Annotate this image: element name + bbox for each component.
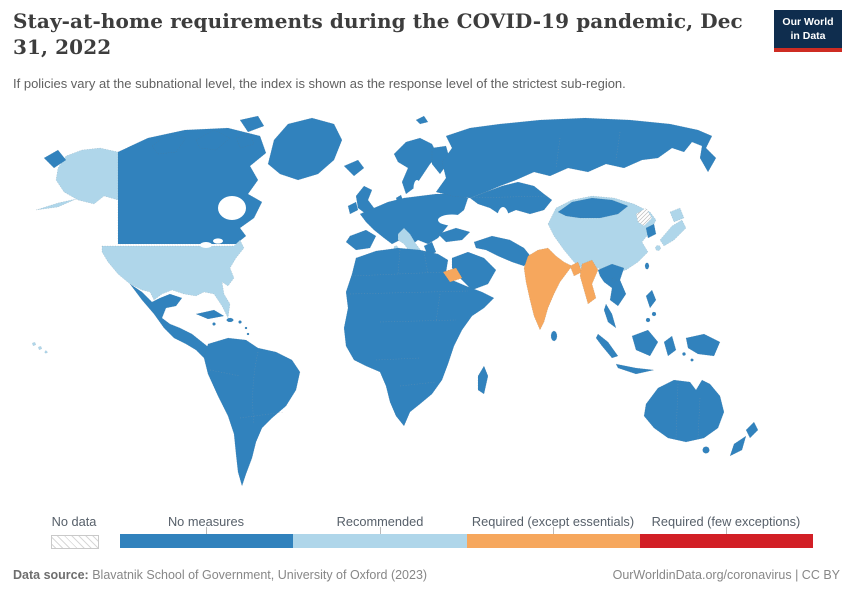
owid-logo-line1: Our World bbox=[782, 16, 834, 28]
legend-label-recommended: Recommended bbox=[336, 514, 424, 529]
page-title: Stay-at-home requirements during the COV… bbox=[13, 9, 743, 60]
country-new-guinea[interactable] bbox=[685, 333, 721, 357]
chart-subtitle: If policies vary at the subnational leve… bbox=[13, 76, 626, 91]
country-chukotka[interactable] bbox=[43, 149, 67, 169]
hudson-bay bbox=[218, 196, 246, 220]
country-africa[interactable] bbox=[343, 247, 495, 427]
country-ireland[interactable] bbox=[347, 201, 359, 215]
country-united-kingdom[interactable] bbox=[355, 185, 375, 215]
owid-logo-line2: in Data bbox=[790, 29, 826, 42]
country-caribbean[interactable] bbox=[195, 309, 250, 336]
country-hainan[interactable] bbox=[611, 277, 617, 283]
legend-label-required-except-essentials: Required (except essentials) bbox=[471, 514, 635, 529]
caspian-sea bbox=[497, 207, 509, 233]
country-north-korea[interactable] bbox=[635, 207, 653, 227]
owid-url-license[interactable]: OurWorldinData.org/coronavirus | CC BY bbox=[612, 568, 840, 582]
legend-tick bbox=[553, 527, 554, 534]
legend-tick bbox=[380, 527, 381, 534]
country-sri-lanka[interactable] bbox=[550, 330, 558, 342]
border-line bbox=[467, 131, 621, 199]
legend-tick bbox=[206, 527, 207, 534]
country-greenland[interactable] bbox=[267, 117, 343, 181]
world-map-svg bbox=[32, 115, 759, 487]
country-south-korea[interactable] bbox=[645, 223, 657, 239]
country-malay-peninsula[interactable] bbox=[603, 303, 617, 329]
country-myanmar[interactable] bbox=[579, 259, 599, 305]
country-madagascar[interactable] bbox=[477, 365, 489, 395]
legend-swatch-no-data[interactable] bbox=[51, 535, 99, 549]
legend-swatch-required-except-essentials[interactable] bbox=[466, 534, 640, 548]
country-russia[interactable] bbox=[435, 117, 717, 199]
legend-swatch-required-few-exceptions[interactable] bbox=[639, 534, 813, 548]
country-central-asia[interactable] bbox=[469, 181, 553, 217]
country-australia[interactable] bbox=[643, 379, 725, 443]
country-scandinavia[interactable] bbox=[393, 137, 439, 195]
legend-swatch-no-measures[interactable] bbox=[120, 534, 294, 548]
world-map bbox=[0, 108, 850, 506]
border-line bbox=[209, 351, 285, 425]
great-lakes bbox=[200, 242, 212, 248]
country-iceland[interactable] bbox=[343, 159, 365, 177]
data-source-text: Blavatnik School of Government, Universi… bbox=[88, 568, 428, 582]
country-alaska[interactable] bbox=[35, 147, 119, 211]
legend-label-required-few-exceptions: Required (few exceptions) bbox=[651, 514, 801, 529]
legend-swatch-recommended[interactable] bbox=[293, 534, 467, 548]
country-eritrea-overlay[interactable] bbox=[442, 267, 463, 283]
border-line bbox=[397, 249, 441, 323]
country-turkey[interactable] bbox=[437, 227, 471, 243]
country-canadian-arctic[interactable] bbox=[151, 115, 265, 155]
baltic-sea bbox=[413, 180, 421, 196]
country-southeast-asia[interactable] bbox=[597, 263, 627, 307]
country-india[interactable] bbox=[523, 247, 573, 331]
country-new-zealand[interactable] bbox=[729, 421, 759, 457]
country-south-america[interactable] bbox=[203, 337, 301, 487]
great-lakes bbox=[213, 238, 223, 244]
data-source: Data source: Blavatnik School of Governm… bbox=[13, 568, 427, 582]
country-mexico-central-america[interactable] bbox=[129, 283, 221, 363]
legend-label-no-measures: No measures bbox=[167, 514, 245, 529]
country-tasmania[interactable] bbox=[702, 446, 710, 454]
country-mongolia[interactable] bbox=[557, 197, 629, 219]
country-iran-afghanistan[interactable] bbox=[473, 235, 533, 267]
black-sea bbox=[438, 214, 466, 226]
country-taiwan[interactable] bbox=[644, 262, 650, 270]
border-line bbox=[375, 357, 437, 387]
legend-tick bbox=[726, 527, 727, 534]
country-philippines[interactable] bbox=[645, 289, 657, 323]
country-indonesia[interactable] bbox=[595, 329, 694, 375]
legend-color-bar bbox=[120, 534, 813, 548]
country-svalbard[interactable] bbox=[415, 115, 429, 125]
data-source-label: Data source: bbox=[13, 568, 89, 582]
country-bangladesh[interactable] bbox=[569, 261, 583, 277]
border-line bbox=[675, 383, 701, 439]
country-united-states[interactable] bbox=[101, 239, 245, 319]
country-hawaii[interactable] bbox=[32, 342, 48, 354]
border-line bbox=[349, 290, 469, 295]
owid-logo[interactable]: Our World in Data bbox=[774, 10, 842, 53]
footer: Data source: Blavatnik School of Governm… bbox=[13, 568, 840, 582]
country-japan[interactable] bbox=[655, 207, 687, 251]
legend-label-no-data: No data bbox=[51, 514, 97, 529]
country-iberia[interactable] bbox=[345, 229, 377, 251]
